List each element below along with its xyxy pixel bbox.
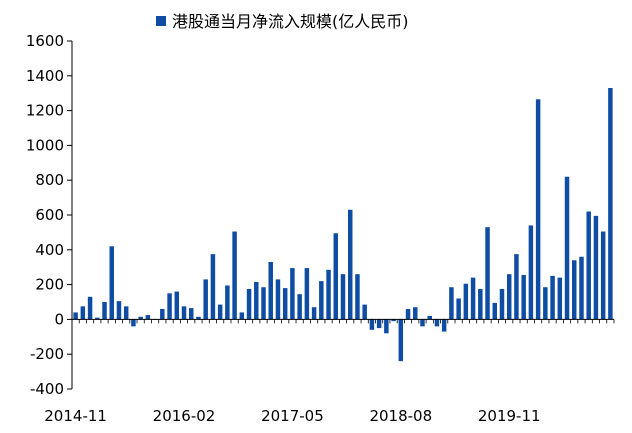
y-tick-label: 600 xyxy=(35,206,64,224)
bar xyxy=(478,288,483,320)
bar xyxy=(116,301,122,320)
bar xyxy=(528,225,534,320)
bar xyxy=(246,288,252,320)
bar xyxy=(514,254,519,320)
bar xyxy=(405,308,411,320)
bar xyxy=(506,274,512,320)
bar xyxy=(369,319,375,330)
bar xyxy=(441,319,447,332)
y-tick-label: 200 xyxy=(35,276,64,294)
bar xyxy=(564,176,570,320)
x-tick-label: 2018-08 xyxy=(369,407,432,425)
bar xyxy=(456,298,461,320)
bar xyxy=(593,215,599,320)
y-tick-label: 400 xyxy=(35,241,64,259)
bar xyxy=(398,319,404,362)
bar xyxy=(470,277,476,320)
bar xyxy=(210,254,216,320)
legend-swatch xyxy=(156,16,166,26)
bar xyxy=(181,306,187,320)
bar xyxy=(203,279,208,320)
bar xyxy=(290,268,295,320)
bar xyxy=(311,307,317,320)
bar xyxy=(449,287,454,320)
y-tick-label: -400 xyxy=(30,380,64,398)
bar xyxy=(196,316,201,320)
bar xyxy=(189,308,194,320)
bar xyxy=(95,317,100,320)
bar xyxy=(485,227,490,320)
bar xyxy=(304,268,310,320)
bar xyxy=(340,274,346,320)
bar xyxy=(586,211,591,320)
bar xyxy=(261,287,266,320)
bar xyxy=(138,316,143,320)
bar xyxy=(160,308,165,320)
bar xyxy=(87,296,93,320)
x-tick-label: 2016-02 xyxy=(153,407,216,425)
bar xyxy=(232,231,237,320)
bar xyxy=(600,231,606,320)
bar xyxy=(579,256,584,320)
bar xyxy=(347,209,353,320)
bar xyxy=(109,246,114,320)
y-tick-label: 1200 xyxy=(26,102,64,120)
x-tick-label: 2017-05 xyxy=(261,407,324,425)
x-axis: 2014-11 2016-02 2017-05 2018-08 2019-11 xyxy=(44,318,615,425)
bar xyxy=(557,277,563,320)
bar xyxy=(333,233,339,320)
bar xyxy=(123,306,129,320)
y-tick-label: 1000 xyxy=(26,136,64,154)
bar xyxy=(131,319,136,327)
bar xyxy=(73,312,78,320)
bar xyxy=(268,261,273,320)
bar xyxy=(492,302,497,320)
bar xyxy=(384,319,389,334)
bar xyxy=(543,287,548,320)
x-tick-label: 2014-11 xyxy=(44,407,107,425)
bars xyxy=(73,87,613,362)
bar xyxy=(608,87,613,320)
bar xyxy=(319,281,324,320)
bar xyxy=(145,315,151,320)
y-tick-label: -200 xyxy=(30,345,64,363)
y-tick-label: 800 xyxy=(35,171,64,189)
bar xyxy=(427,315,432,320)
bar xyxy=(275,279,281,320)
bar xyxy=(535,99,541,320)
bar xyxy=(499,288,505,320)
bar xyxy=(420,319,425,327)
bar xyxy=(391,319,396,322)
bar xyxy=(550,275,555,320)
bar xyxy=(376,319,382,329)
bar xyxy=(521,275,526,320)
bar xyxy=(217,304,223,320)
bar xyxy=(572,260,577,320)
bar xyxy=(326,269,331,320)
legend: 港股通当月净流入规模(亿人民币) xyxy=(156,12,409,31)
bar xyxy=(167,293,172,320)
bar xyxy=(297,294,302,320)
bar xyxy=(282,288,288,320)
bar xyxy=(362,304,367,320)
y-tick-label: 1400 xyxy=(26,67,64,85)
y-axis: -400 -200 0 200 400 600 800 1000 1200 1400 1600 xyxy=(26,32,73,398)
legend-label: 港股通当月净流入规模(亿人民币) xyxy=(172,12,409,31)
bar xyxy=(239,312,245,320)
bar xyxy=(102,302,107,320)
bar xyxy=(355,274,360,320)
bar xyxy=(225,285,230,320)
bar xyxy=(80,306,86,320)
x-tick-label: 2019-11 xyxy=(478,407,541,425)
bar xyxy=(254,281,259,320)
bar xyxy=(174,291,180,320)
y-tick-label: 1600 xyxy=(26,32,64,50)
bar xyxy=(434,319,440,327)
bar xyxy=(463,283,469,320)
y-tick-label: 0 xyxy=(54,310,64,328)
bar xyxy=(413,307,418,320)
